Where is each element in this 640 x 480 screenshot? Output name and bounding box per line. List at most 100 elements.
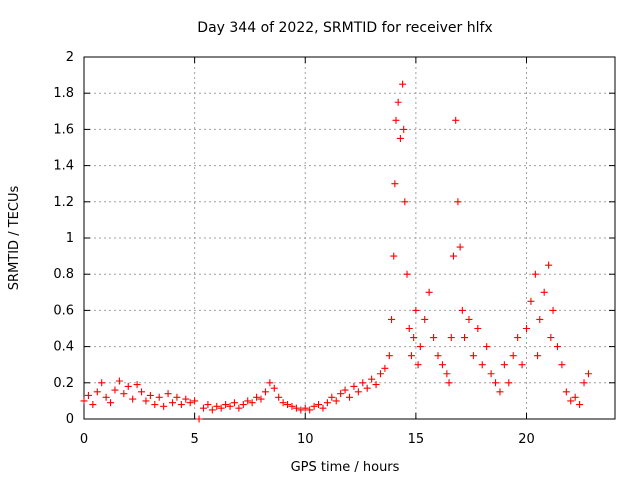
data-point (93, 388, 101, 396)
data-point (410, 334, 418, 342)
data-point (465, 315, 473, 323)
y-tick-label: 1.4 (53, 159, 74, 174)
data-point (98, 379, 106, 387)
data-point (469, 352, 477, 360)
y-tick-label: 1.6 (53, 122, 74, 137)
data-point (381, 364, 389, 372)
data-point (390, 252, 398, 260)
data-point (279, 399, 287, 407)
data-point (151, 401, 159, 409)
data-point (138, 388, 146, 396)
data-point (186, 399, 194, 407)
data-point (204, 401, 212, 409)
data-point (452, 116, 460, 124)
data-point (430, 334, 438, 342)
data-point (270, 384, 278, 392)
data-point (230, 399, 238, 407)
data-point (235, 404, 243, 412)
data-point (253, 393, 261, 401)
data-point (434, 352, 442, 360)
data-point (500, 361, 508, 369)
data-point (584, 370, 592, 378)
data-point (458, 306, 466, 314)
x-axis-label: GPS time / hours (291, 460, 400, 475)
x-tick-label: 15 (408, 432, 425, 447)
data-point (496, 388, 504, 396)
y-tick-label: 0.6 (53, 303, 74, 318)
data-point (553, 343, 561, 351)
data-point (447, 334, 455, 342)
data-point (461, 334, 469, 342)
data-point (208, 406, 216, 414)
data-point (558, 361, 566, 369)
data-point (549, 306, 557, 314)
data-point (478, 361, 486, 369)
data-point (359, 379, 367, 387)
data-point (414, 361, 422, 369)
data-point (261, 388, 269, 396)
data-point (142, 397, 150, 405)
data-point (527, 297, 535, 305)
data-point (392, 116, 400, 124)
data-point (474, 325, 482, 332)
data-point (332, 397, 340, 405)
data-point (102, 393, 110, 401)
data-point (391, 180, 399, 188)
data-point (449, 252, 457, 260)
data-point (403, 270, 411, 278)
data-point (394, 98, 402, 106)
data-point (412, 306, 420, 314)
data-point (385, 352, 393, 360)
data-point (523, 325, 530, 332)
data-point (487, 370, 495, 378)
data-point (173, 393, 181, 401)
data-point (146, 391, 154, 399)
data-point (531, 270, 539, 278)
data-point (164, 390, 172, 398)
data-point (388, 315, 396, 323)
data-point (350, 382, 358, 390)
data-point (354, 388, 362, 396)
data-point (169, 399, 176, 407)
data-point (124, 382, 132, 390)
data-point (284, 401, 292, 409)
data-point (275, 393, 283, 401)
y-tick-label: 2 (66, 50, 74, 65)
data-point (115, 377, 123, 385)
data-point (346, 393, 353, 401)
data-point (288, 402, 296, 410)
data-point (177, 401, 185, 409)
data-point (400, 125, 408, 133)
data-point (416, 343, 424, 351)
data-point (195, 415, 203, 423)
data-point (306, 406, 314, 414)
data-point (266, 379, 274, 387)
data-point (580, 379, 588, 387)
data-point (199, 404, 207, 412)
x-tick-label: 5 (190, 432, 198, 447)
data-point (407, 352, 415, 360)
data-point (545, 261, 553, 269)
x-tick-label: 20 (518, 432, 535, 447)
y-tick-label: 0.8 (53, 267, 74, 282)
data-point (534, 352, 542, 360)
data-point (540, 288, 548, 296)
y-tick-label: 1.2 (53, 195, 74, 210)
data-point (492, 379, 500, 387)
data-point (107, 399, 115, 407)
x-tick-label: 10 (297, 432, 314, 447)
chart-title: Day 344 of 2022, SRMTID for receiver hlf… (197, 20, 492, 36)
data-point (571, 393, 579, 401)
data-point (248, 399, 256, 407)
y-tick-label: 0.2 (53, 376, 74, 391)
data-point (445, 379, 453, 387)
data-point (244, 397, 252, 405)
data-point (310, 402, 318, 410)
y-tick-label: 1 (66, 231, 74, 246)
data-point (160, 402, 168, 410)
data-point (191, 397, 199, 405)
data-point (509, 352, 517, 360)
data-points (80, 80, 592, 423)
data-point (301, 404, 309, 412)
